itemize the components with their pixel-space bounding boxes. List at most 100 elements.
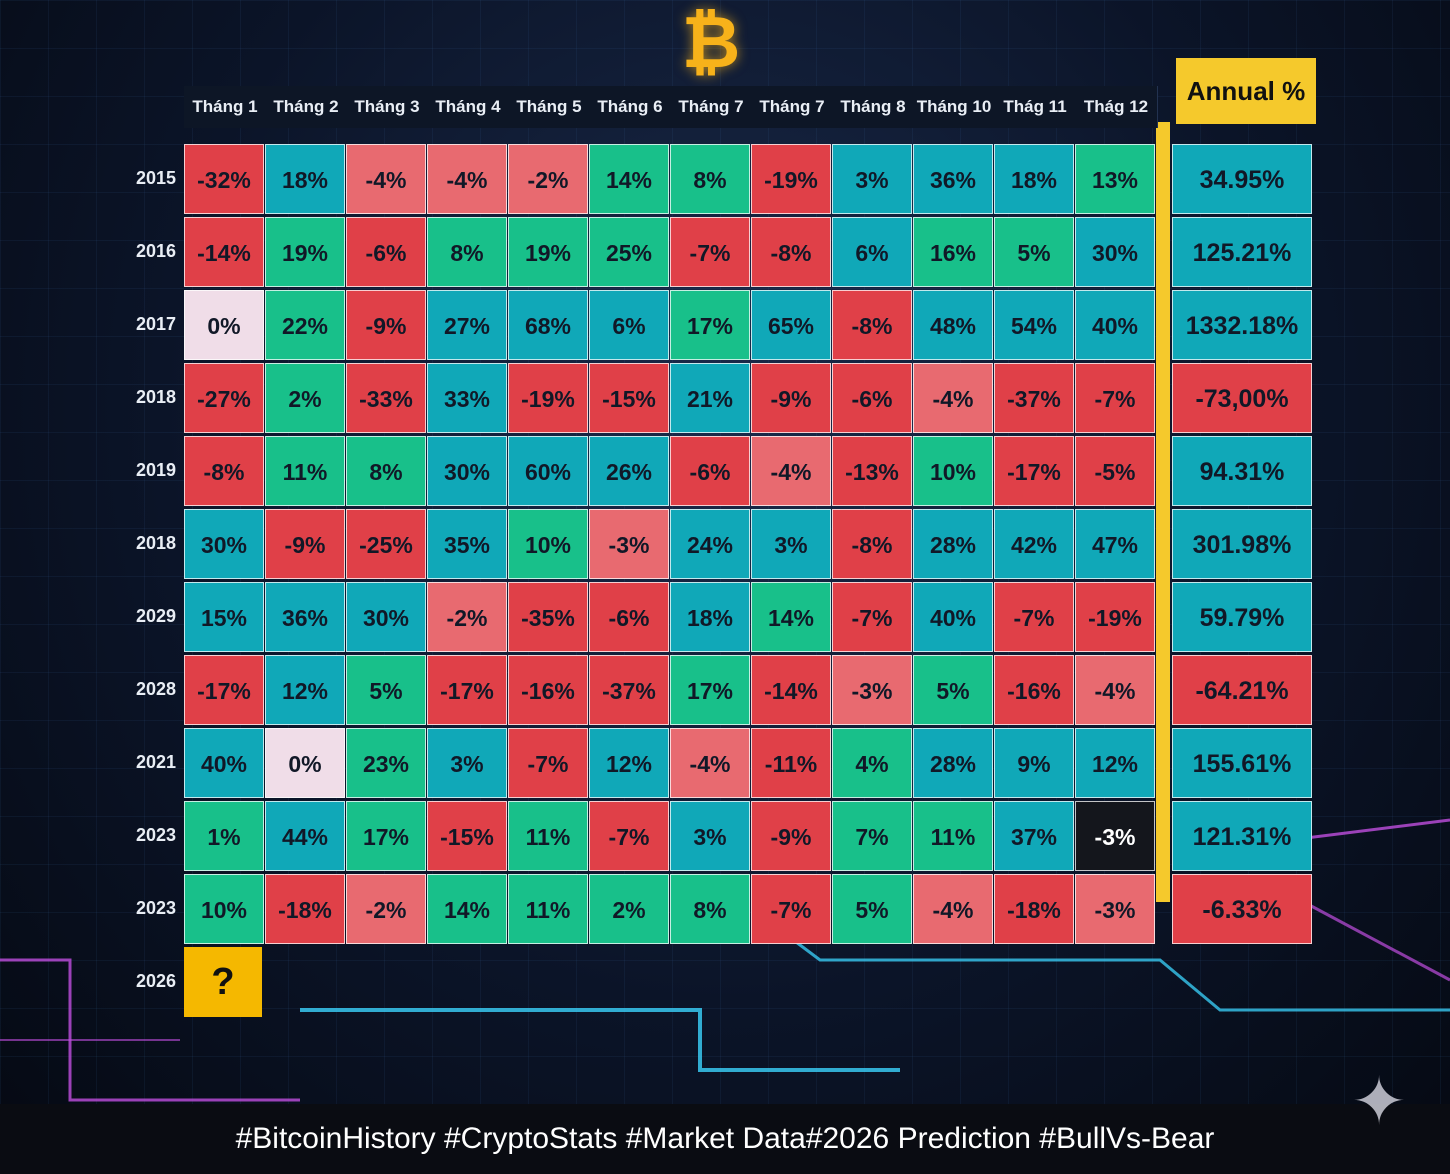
year-label: 2018	[135, 533, 176, 553]
month-cell: -8%	[751, 217, 831, 287]
month-cell: -7%	[508, 728, 588, 798]
month-cell: -25%	[346, 509, 426, 579]
month-header: Tháng 7	[670, 86, 753, 128]
month-cell: 11%	[913, 801, 993, 871]
month-cell: 5%	[346, 655, 426, 725]
month-cell: 11%	[508, 874, 588, 944]
month-cell: 8%	[670, 874, 750, 944]
month-cell: -6%	[346, 217, 426, 287]
month-cell: 36%	[265, 582, 345, 652]
year-label: 2028	[135, 679, 176, 699]
annual-cell: -6.33%	[1172, 874, 1312, 944]
month-cell: 14%	[751, 582, 831, 652]
month-cell: 48%	[913, 290, 993, 360]
month-cell: 8%	[346, 436, 426, 506]
month-cell: 30%	[184, 509, 264, 579]
month-cell: 30%	[346, 582, 426, 652]
year-label: 2015	[135, 168, 176, 188]
year-label: 2019	[135, 460, 176, 480]
month-header: Tháng 1	[184, 86, 267, 128]
annual-cell: 94.31%	[1172, 436, 1312, 506]
month-cell: -4%	[751, 436, 831, 506]
month-cell: 0%	[265, 728, 345, 798]
month-cell: -37%	[589, 655, 669, 725]
month-cell: -37%	[994, 363, 1074, 433]
month-cell: -16%	[994, 655, 1074, 725]
month-cell: -6%	[670, 436, 750, 506]
month-cell: -11%	[751, 728, 831, 798]
month-cell: -35%	[508, 582, 588, 652]
month-cell: 40%	[184, 728, 264, 798]
month-cell: 3%	[670, 801, 750, 871]
month-cell: 65%	[751, 290, 831, 360]
prediction-cell: ?	[184, 947, 262, 1017]
month-cell: -17%	[994, 436, 1074, 506]
month-cell: 6%	[589, 290, 669, 360]
month-cell: -27%	[184, 363, 264, 433]
month-cell: 9%	[994, 728, 1074, 798]
month-cell: 7%	[832, 801, 912, 871]
month-cell: -33%	[346, 363, 426, 433]
month-cell: 11%	[265, 436, 345, 506]
month-cell: -32%	[184, 144, 264, 214]
annual-header: Annual %	[1176, 58, 1316, 124]
month-cell: 3%	[427, 728, 507, 798]
month-cell: -18%	[265, 874, 345, 944]
month-cell: 23%	[346, 728, 426, 798]
month-cell: 37%	[994, 801, 1074, 871]
sparkle-icon: ✦	[1351, 1064, 1407, 1138]
month-cell: 8%	[670, 144, 750, 214]
month-cell: -17%	[427, 655, 507, 725]
month-cell: -9%	[751, 801, 831, 871]
year-label: 2029	[135, 606, 176, 626]
bitcoin-icon: ₿	[681, 0, 741, 84]
month-cell: 21%	[670, 363, 750, 433]
month-cell: 40%	[1075, 290, 1155, 360]
month-cell: -8%	[832, 509, 912, 579]
month-cell: 17%	[670, 290, 750, 360]
month-cell: -3%	[1075, 801, 1155, 871]
month-cell: -4%	[1075, 655, 1155, 725]
returns-table: Annual % Tháng 1 Tháng 2 Tháng 3 Tháng 4 Thá…	[112, 58, 1320, 1017]
month-cell: 5%	[832, 874, 912, 944]
month-cell: 35%	[427, 509, 507, 579]
month-cell: 4%	[832, 728, 912, 798]
month-cell: -2%	[508, 144, 588, 214]
month-cell: 10%	[508, 509, 588, 579]
month-cell: -8%	[184, 436, 264, 506]
month-cell: 2%	[589, 874, 669, 944]
month-cell: -9%	[346, 290, 426, 360]
month-cell: 44%	[265, 801, 345, 871]
month-cell: 12%	[1075, 728, 1155, 798]
annual-cell: -64.21%	[1172, 655, 1312, 725]
month-cell: -4%	[913, 363, 993, 433]
month-cell: -7%	[589, 801, 669, 871]
annual-cell: 121.31%	[1172, 801, 1312, 871]
month-cell: -19%	[1075, 582, 1155, 652]
year-label: 2026	[135, 971, 176, 991]
month-cell: 2%	[265, 363, 345, 433]
month-cell: -7%	[994, 582, 1074, 652]
month-cell: 0%	[184, 290, 264, 360]
month-cell: 22%	[265, 290, 345, 360]
month-cell: 30%	[1075, 217, 1155, 287]
year-label: 2021	[135, 752, 176, 772]
month-cell: 17%	[670, 655, 750, 725]
month-cell: -7%	[1075, 363, 1155, 433]
annual-divider	[1156, 122, 1170, 902]
month-cell: 60%	[508, 436, 588, 506]
month-cell: 36%	[913, 144, 993, 214]
month-header: Thág 11	[994, 86, 1077, 128]
month-cell: -13%	[832, 436, 912, 506]
month-cell: -4%	[346, 144, 426, 214]
month-cell: 25%	[589, 217, 669, 287]
month-cell: 54%	[994, 290, 1074, 360]
month-cell: -4%	[913, 874, 993, 944]
month-cell: 28%	[913, 728, 993, 798]
month-header: Tháng 8	[832, 86, 915, 128]
month-cell: -9%	[751, 363, 831, 433]
month-cell: 27%	[427, 290, 507, 360]
month-cell: 5%	[994, 217, 1074, 287]
month-cell: 30%	[427, 436, 507, 506]
